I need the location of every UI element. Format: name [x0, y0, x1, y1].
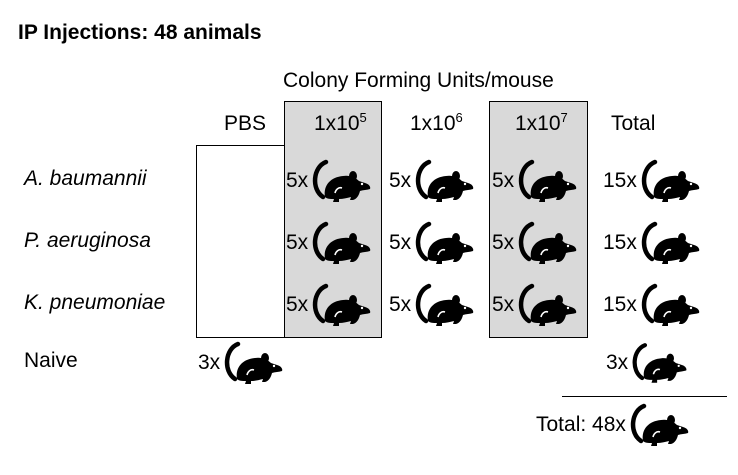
mouse-icon [412, 159, 476, 203]
mouse-icon [638, 159, 702, 203]
cell-p-aeruginosa-1e7: 5x [492, 221, 579, 265]
mouse-icon [515, 221, 579, 265]
row-label-a-baumannii: A. baumannii [24, 167, 147, 190]
cell-k-pneumoniae-1e6: 5x [389, 283, 476, 327]
mouse-icon [629, 342, 689, 384]
cell-p-aeruginosa-total: 15x [603, 221, 702, 265]
cfu-header: Colony Forming Units/mouse [283, 69, 554, 92]
mouse-icon [515, 283, 579, 327]
row-label-naive: Naive [24, 349, 78, 372]
col-header-pbs: PBS [224, 112, 267, 135]
cfu-1e5-column-box [284, 101, 382, 338]
col-header-1e5: 1x105 [314, 110, 367, 135]
mouse-icon [309, 221, 373, 265]
page-title: IP Injections: 48 animals [18, 21, 262, 44]
mouse-icon [221, 341, 285, 385]
cell-k-pneumoniae-1e5: 5x [286, 283, 373, 327]
mouse-icon [638, 283, 702, 327]
mouse-icon [515, 159, 579, 203]
cell-naive-pbs: 3x [198, 341, 285, 385]
col-header-total: Total [611, 112, 656, 135]
row-label-p-aeruginosa: P. aeruginosa [24, 229, 151, 252]
mouse-icon [412, 221, 476, 265]
cell-k-pneumoniae-1e7: 5x [492, 283, 579, 327]
cell-naive-total: 3x [606, 341, 689, 385]
mouse-icon [627, 403, 691, 447]
mouse-icon [309, 283, 373, 327]
total-divider [562, 396, 727, 397]
cfu-1e7-column-box [489, 101, 588, 338]
mouse-icon [638, 221, 702, 265]
cell-a-baumannii-1e7: 5x [492, 159, 579, 203]
mouse-icon [412, 283, 476, 327]
cell-a-baumannii-1e6: 5x [389, 159, 476, 203]
col-header-1e7: 1x107 [515, 110, 568, 135]
cell-a-baumannii-total: 15x [603, 159, 702, 203]
col-header-1e6: 1x106 [410, 110, 463, 135]
pbs-column-box [196, 145, 285, 338]
grand-total: Total: 48x [536, 403, 691, 447]
cell-k-pneumoniae-total: 15x [603, 283, 702, 327]
cell-p-aeruginosa-1e6: 5x [389, 221, 476, 265]
cell-p-aeruginosa-1e5: 5x [286, 221, 373, 265]
row-label-k-pneumoniae: K. pneumoniae [24, 291, 166, 314]
cell-a-baumannii-1e5: 5x [286, 159, 373, 203]
mouse-icon [309, 159, 373, 203]
